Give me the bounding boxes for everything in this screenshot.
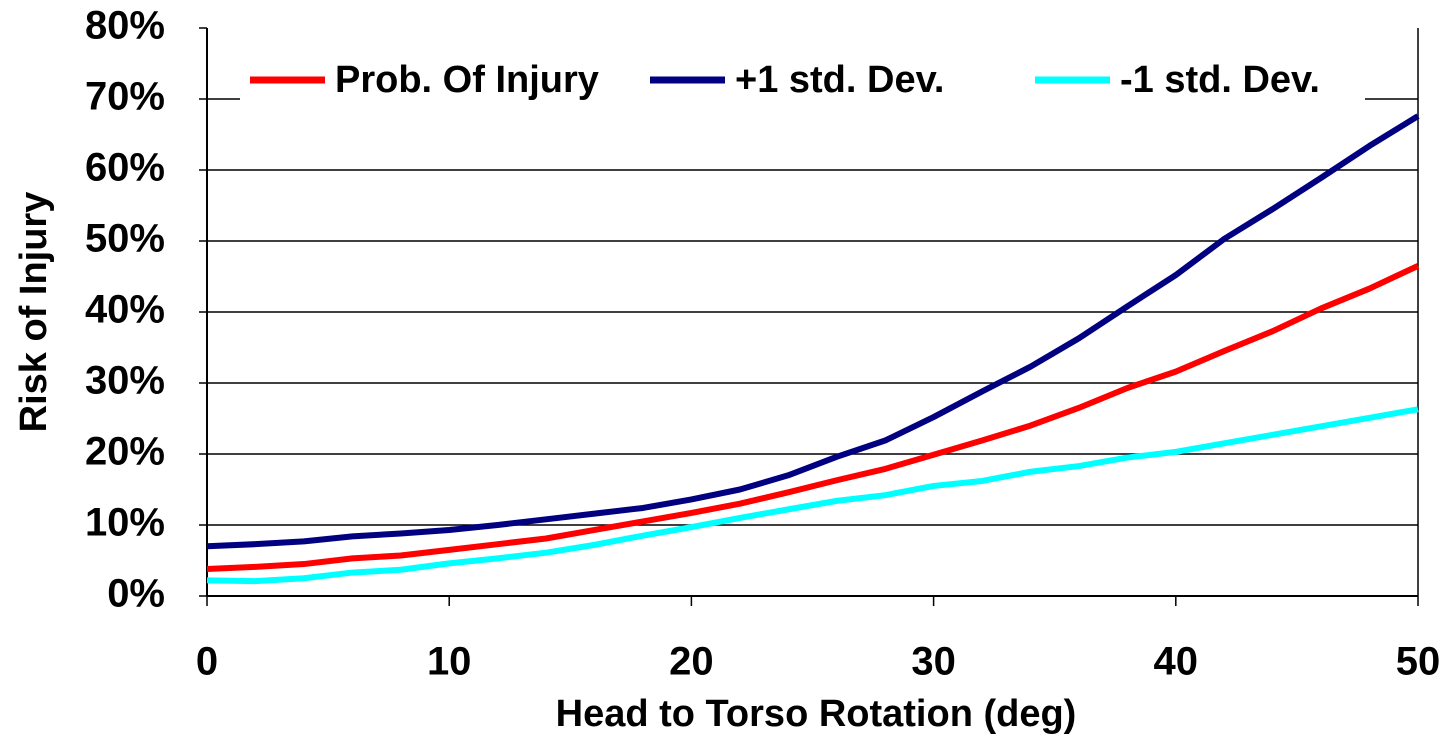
x-tick-label: 20: [669, 640, 714, 684]
legend-box: [240, 52, 1365, 112]
y-tick-label: 20%: [85, 430, 165, 474]
x-tick-label: 0: [196, 640, 218, 684]
y-tick-label: 70%: [85, 75, 165, 119]
legend-label: +1 std. Dev.: [735, 59, 944, 101]
x-tick-label: 40: [1154, 640, 1199, 684]
legend-label: Prob. Of Injury: [335, 59, 599, 101]
x-tick-label: 50: [1396, 640, 1441, 684]
x-tick-label: 10: [427, 640, 472, 684]
y-tick-label: 40%: [85, 288, 165, 332]
x-tick-label: 30: [911, 640, 956, 684]
y-tick-label: 10%: [85, 501, 165, 545]
legend-label: -1 std. Dev.: [1120, 59, 1320, 101]
y-axis-title: Risk of Injury: [13, 192, 55, 433]
y-tick-label: 80%: [85, 4, 165, 48]
line-series: [206, 113, 1420, 550]
line-series: [206, 263, 1420, 573]
y-tick-label: 60%: [85, 146, 165, 190]
y-tick-label: 0%: [107, 572, 165, 616]
y-tick-label: 30%: [85, 359, 165, 403]
x-axis-title: Head to Torso Rotation (deg): [556, 693, 1077, 735]
line-series: [206, 406, 1419, 585]
y-tick-label: 50%: [85, 217, 165, 261]
